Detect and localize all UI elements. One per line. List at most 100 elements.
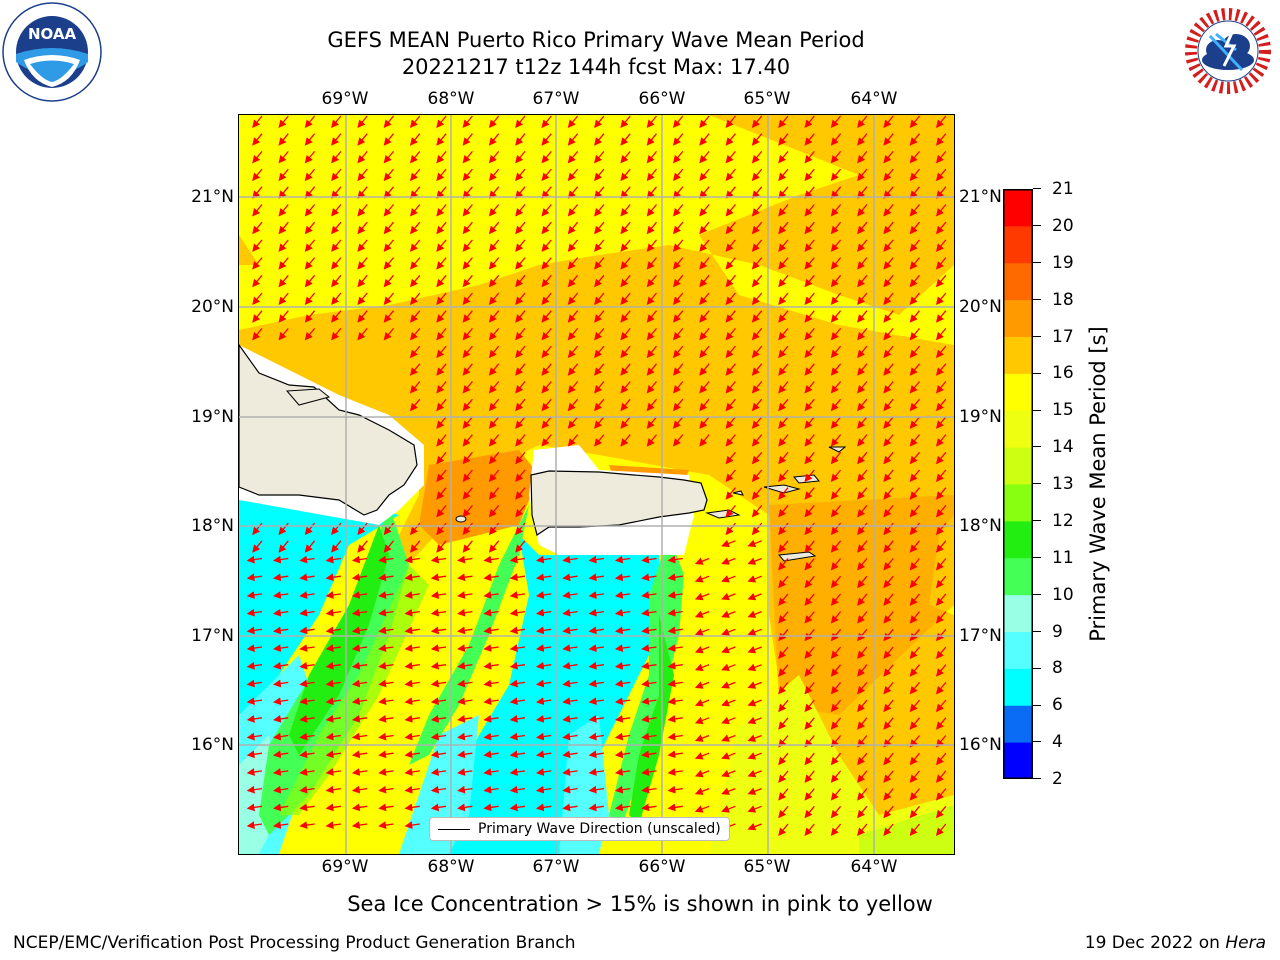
wave-direction-arrow xyxy=(614,697,631,706)
wave-direction-arrow xyxy=(699,416,710,429)
wave-direction-arrow xyxy=(299,626,315,635)
wave-direction-arrow xyxy=(699,204,710,217)
wave-direction-arrow xyxy=(515,133,526,146)
wave-direction-arrow xyxy=(462,522,473,536)
wave-direction-arrow xyxy=(935,186,947,199)
wave-direction-arrow xyxy=(562,785,578,794)
map-frame xyxy=(238,114,955,855)
colorbar-tick-mark xyxy=(1033,667,1041,669)
colorbar-tick-label: 18 xyxy=(1052,289,1074,310)
wave-direction-arrow xyxy=(646,115,658,129)
wave-direction-arrow xyxy=(409,381,421,394)
wave-direction-arrow xyxy=(751,150,763,164)
wave-direction-arrow xyxy=(436,327,447,341)
wave-direction-arrow xyxy=(515,451,526,465)
wave-direction-arrow xyxy=(252,274,263,288)
wave-direction-arrow xyxy=(430,750,447,759)
colorbar-tick-mark xyxy=(1033,778,1041,780)
wave-direction-arrow xyxy=(462,115,473,129)
wave-direction-arrow xyxy=(457,555,473,564)
wave-direction-arrow xyxy=(457,715,473,723)
wave-direction-arrow xyxy=(488,327,500,341)
wave-direction-arrow xyxy=(299,555,315,564)
wave-direction-arrow xyxy=(436,133,447,146)
wave-direction-arrow xyxy=(515,487,526,500)
wave-direction-arrow xyxy=(830,221,842,235)
wave-direction-arrow xyxy=(541,292,552,306)
wave-direction-arrow xyxy=(588,697,604,706)
wave-direction-arrow xyxy=(383,522,395,536)
wave-direction-arrow xyxy=(804,664,815,677)
wave-direction-arrow xyxy=(273,803,289,812)
wave-direction-arrow xyxy=(246,661,263,670)
wave-direction-arrow xyxy=(620,416,631,429)
wave-direction-arrow xyxy=(536,715,552,723)
wave-direction-arrow xyxy=(252,310,263,323)
wave-direction-arrow xyxy=(483,715,499,723)
wave-direction-arrow xyxy=(536,732,552,741)
wave-direction-arrow xyxy=(331,150,342,164)
wave-direction-arrow xyxy=(751,398,763,412)
wave-direction-arrow xyxy=(278,310,289,323)
wave-direction-arrow xyxy=(588,608,604,617)
wave-direction-arrow xyxy=(457,591,473,599)
wave-direction-arrow xyxy=(488,469,500,483)
colorbar-tick-mark xyxy=(1033,335,1041,337)
wave-direction-arrow xyxy=(588,785,604,794)
wave-direction-arrow xyxy=(331,186,342,199)
wave-direction-arrow xyxy=(935,381,947,394)
wave-direction-arrow xyxy=(830,310,842,323)
wave-direction-arrow xyxy=(483,679,499,688)
wave-direction-arrow xyxy=(351,555,368,564)
wave-direction-arrow xyxy=(278,168,289,182)
wave-direction-arrow xyxy=(357,327,368,341)
wave-direction-arrow xyxy=(778,699,789,713)
wave-direction-arrow xyxy=(488,345,500,359)
wave-direction-arrow xyxy=(751,239,763,252)
wave-direction-arrow xyxy=(488,257,500,270)
colorbar-swatch xyxy=(1003,373,1033,411)
wave-direction-arrow xyxy=(620,115,631,129)
wave-direction-arrow xyxy=(751,327,763,341)
wave-direction-arrow xyxy=(357,239,368,252)
wave-direction-arrow xyxy=(804,345,815,359)
wave-direction-arrow xyxy=(883,381,894,394)
wave-direction-arrow xyxy=(567,292,579,306)
wave-direction-arrow xyxy=(436,540,447,553)
wave-direction-arrow xyxy=(830,540,842,553)
wave-direction-arrow xyxy=(747,681,762,689)
wave-direction-arrow xyxy=(747,823,762,831)
wave-direction-arrow xyxy=(409,239,421,252)
wave-direction-arrow xyxy=(857,664,868,677)
wave-direction-arrow xyxy=(536,608,552,617)
lat-label-right: 20°N xyxy=(959,297,1002,317)
wave-direction-arrow xyxy=(430,732,447,741)
wave-direction-arrow xyxy=(857,451,868,465)
wave-direction-arrow xyxy=(488,310,500,323)
wave-direction-arrow xyxy=(721,681,736,689)
wave-direction-arrow xyxy=(509,591,526,599)
wave-direction-arrow xyxy=(462,204,473,217)
wave-direction-arrow xyxy=(515,522,526,536)
wave-direction-arrow xyxy=(857,168,868,182)
wave-direction-arrow xyxy=(278,257,289,270)
wave-direction-arrow xyxy=(672,133,684,146)
wave-direction-arrow xyxy=(721,610,736,618)
wave-direction-arrow xyxy=(430,803,447,812)
wave-direction-arrow xyxy=(246,715,263,723)
wave-direction-arrow xyxy=(588,803,604,812)
lon-label-bottom: 65°W xyxy=(743,857,791,877)
wave-direction-arrow xyxy=(404,697,420,706)
wave-direction-arrow xyxy=(436,292,447,306)
wave-direction-arrow xyxy=(325,750,341,759)
colorbar-tick-label: 13 xyxy=(1052,474,1074,494)
wave-direction-arrow xyxy=(672,257,684,270)
wave-direction-arrow xyxy=(278,133,289,146)
wave-direction-arrow xyxy=(620,186,631,199)
wave-direction-arrow xyxy=(883,451,894,465)
wave-direction-arrow xyxy=(483,803,499,812)
wave-direction-arrow xyxy=(246,608,263,617)
wave-direction-arrow xyxy=(778,115,789,129)
wave-direction-arrow xyxy=(430,555,447,564)
wave-direction-arrow xyxy=(246,803,263,812)
